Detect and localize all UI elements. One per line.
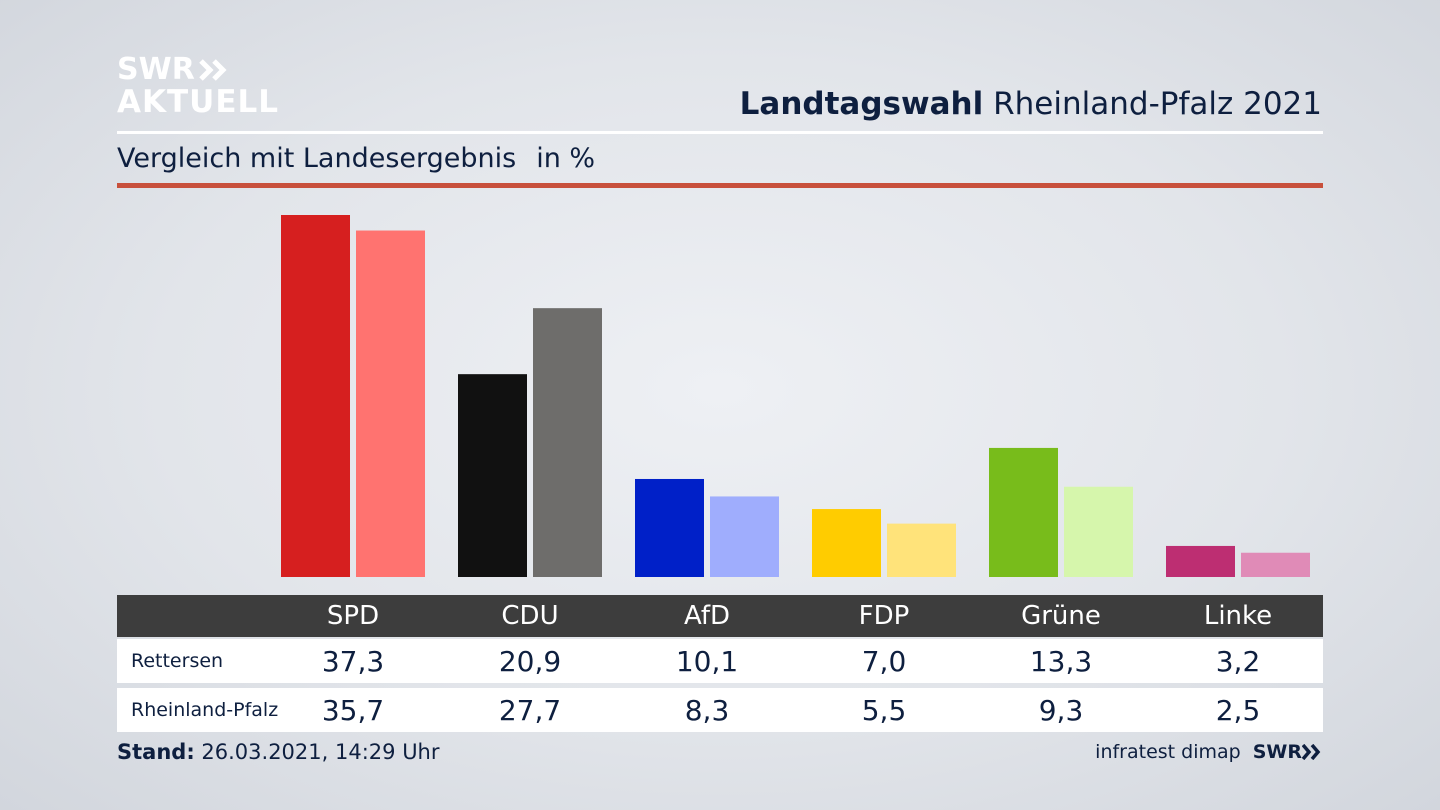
bar-spd-state bbox=[356, 230, 425, 578]
logo-line1: SWR bbox=[117, 52, 195, 87]
stand-value: 26.03.2021, 14:29 Uhr bbox=[201, 740, 440, 764]
bar-linke-state bbox=[1241, 552, 1310, 577]
swr-aktuell-logo: SWR AKTUELL bbox=[117, 52, 280, 120]
value-cdu-local: 20,9 bbox=[498, 644, 562, 678]
value-fdp-state: 5,5 bbox=[861, 693, 907, 727]
brand-text: SWR bbox=[1252, 741, 1302, 763]
bar-fdp-local bbox=[812, 509, 881, 577]
brand-mark: SWR bbox=[1253, 741, 1322, 763]
column-header-afd: AfD bbox=[683, 601, 731, 631]
value-afd-state: 8,3 bbox=[684, 693, 730, 727]
double-chevron-icon bbox=[1302, 744, 1321, 760]
value-afd-local: 10,1 bbox=[675, 644, 739, 678]
header-divider bbox=[117, 131, 1323, 134]
logo-line2: AKTUELL bbox=[117, 84, 280, 120]
bar-linke-local bbox=[1166, 545, 1235, 577]
source-text: infratest dimap bbox=[1095, 741, 1241, 763]
bar-afd-local bbox=[635, 478, 704, 577]
chart-subtitle: Vergleich mit Landesergebnis in % bbox=[117, 143, 595, 174]
accent-divider bbox=[117, 183, 1323, 188]
value-cdu-state: 27,7 bbox=[498, 693, 562, 727]
timestamp: Stand: 26.03.2021, 14:29 Uhr bbox=[117, 740, 440, 764]
bar-gruene-local bbox=[989, 447, 1058, 577]
double-chevron-icon bbox=[199, 59, 227, 81]
value-fdp-local: 7,0 bbox=[861, 644, 907, 678]
subtitle-unit: in % bbox=[536, 143, 596, 174]
value-spd-state: 35,7 bbox=[321, 693, 385, 727]
bar-spd-local bbox=[281, 215, 350, 577]
table-row-state: Rheinland-Pfalz 35,7 27,7 8,3 5,5 9,3 2,5 bbox=[117, 688, 1323, 732]
row-label: Rheinland-Pfalz bbox=[131, 699, 279, 721]
value-linke-state: 2,5 bbox=[1215, 693, 1261, 727]
title-bold: Landtagswahl bbox=[739, 86, 984, 122]
source-credit: infratest dimap SWR bbox=[1095, 741, 1322, 763]
column-header-gruene: Grüne bbox=[1021, 601, 1101, 631]
bar-gruene-state bbox=[1064, 486, 1133, 577]
column-header-cdu: CDU bbox=[501, 601, 559, 631]
page-title: Landtagswahl Rheinland-Pfalz 2021 bbox=[740, 86, 1322, 122]
value-spd-local: 37,3 bbox=[321, 644, 385, 678]
results-table: SPD CDU AfD FDP Grüne Linke Rettersen 37,3 20,… bbox=[117, 595, 1323, 732]
bar-fdp-state bbox=[887, 523, 956, 577]
value-gruene-state: 9,3 bbox=[1038, 693, 1084, 727]
column-header-fdp: FDP bbox=[858, 601, 910, 631]
column-header-spd: SPD bbox=[326, 601, 380, 631]
subtitle-text: Vergleich mit Landesergebnis bbox=[117, 143, 517, 174]
value-gruene-local: 13,3 bbox=[1029, 644, 1093, 678]
bar-cdu-local bbox=[458, 374, 527, 577]
bar-cdu-state bbox=[533, 308, 602, 577]
column-header-linke: Linke bbox=[1203, 601, 1273, 631]
bar-afd-state bbox=[710, 496, 779, 577]
stand-label: Stand: bbox=[117, 740, 195, 764]
row-label: Rettersen bbox=[131, 650, 224, 672]
table-header: SPD CDU AfD FDP Grüne Linke bbox=[117, 595, 1323, 637]
title-rest: Rheinland-Pfalz 2021 bbox=[993, 86, 1322, 122]
table-row-local: Rettersen 37,3 20,9 10,1 7,0 13,3 3,2 bbox=[117, 639, 1323, 683]
value-linke-local: 3,2 bbox=[1215, 644, 1261, 678]
